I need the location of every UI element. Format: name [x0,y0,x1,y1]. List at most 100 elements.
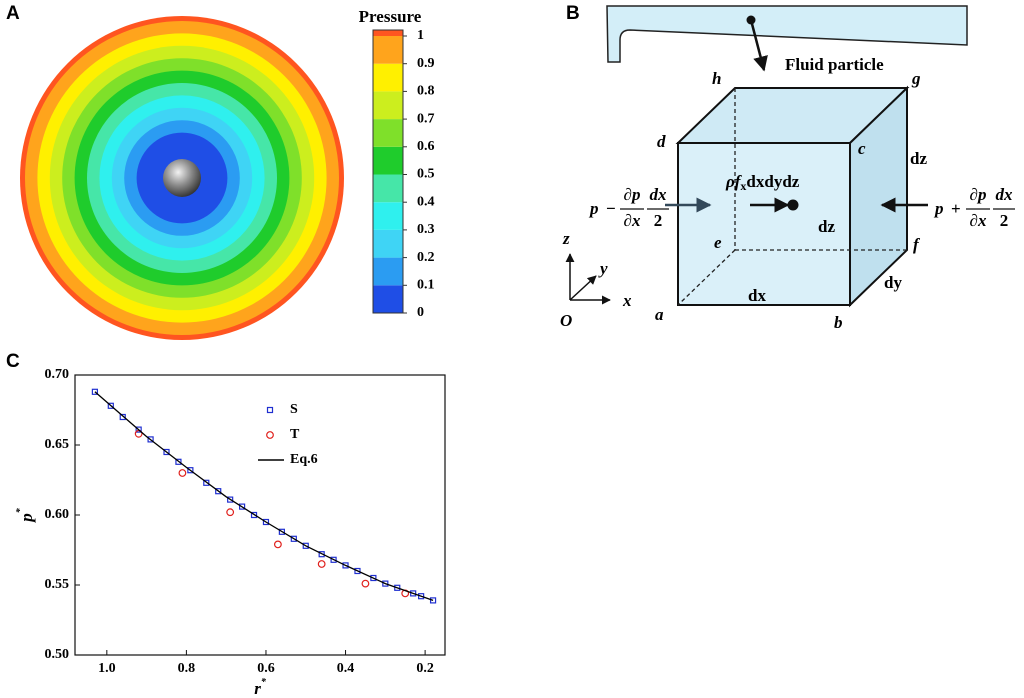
point [163,448,170,456]
vertex-label: f [913,235,921,254]
point [175,458,182,465]
colorbar-label: 0.9 [417,56,435,71]
point [215,488,222,495]
y-axis-label-sup: * [15,507,26,513]
y-tick-label: 0.50 [45,647,70,662]
colorbar-cell [373,202,403,230]
vertex-label: e [714,233,722,252]
colorbar-label: 0.4 [417,194,435,209]
colorbar-label: 0.7 [417,111,435,126]
legend-label: Eq.6 [290,452,318,467]
point [317,560,326,568]
colorbar-title: Pressure [359,7,422,26]
x-tick-label: 0.8 [178,661,196,676]
colorbar-frame [372,29,404,314]
cube-front [677,142,851,306]
channel [606,5,968,63]
plot-frame [74,374,446,656]
eq-term: p [933,199,944,218]
point [119,413,126,421]
point [226,508,235,517]
center-sphere [163,159,201,197]
x-tick-label: 1.0 [98,661,116,676]
colorbar-cell [373,91,403,120]
point [370,574,377,582]
point [250,511,258,519]
eq-den: 2 [654,211,663,230]
eq-den: 2 [1000,211,1009,230]
diagram-title: Fluid particle [785,55,884,74]
y-tick-label: 0.65 [45,437,70,452]
colorbar-cell [373,36,403,64]
vertex-label: b [834,313,843,332]
x-tick-label: 0.2 [416,661,434,676]
point [262,518,270,526]
colorbar-label: 0.5 [417,167,435,182]
colorbar-label: 0.3 [417,222,435,237]
point [187,467,194,474]
colorbar-label: 0.6 [417,139,435,154]
point [238,503,246,510]
point [227,496,234,503]
eq-num: ∂p [624,185,641,204]
axis-name: y [598,259,608,278]
point [330,556,337,563]
legend-swatch [266,406,274,414]
eq-term: p [588,199,599,218]
x-axis-label-sup: * [261,677,267,688]
axis-name: O [560,311,572,330]
point [147,436,154,443]
legend-swatch [266,431,274,439]
x-axis-label: r* [254,677,267,698]
panel-label: A [6,3,20,24]
edge-label: dz [910,149,927,168]
panel-c: C0.500.550.600.650.701.0 0.8 0.6 0.4 0.2r*p*… [6,351,446,698]
point [354,567,361,575]
panel-b: B Fluid particle h g d c e f a b dz dz d… [560,3,1015,332]
colorbar-cell [373,119,403,147]
hidden-edges [677,88,907,306]
body-force-sub: x [740,179,746,193]
point [410,590,417,597]
x-tick-label: 0.4 [337,661,355,676]
colorbar-cell [373,257,403,286]
point [382,580,389,587]
point [91,388,98,395]
eq-num: dx [996,185,1014,204]
point [342,562,349,569]
colorbar-label: 1 [417,28,424,43]
panel-a: A 0 0.1 0.2 0.3 0.4 0.5 0.6 0.7 0.8 0.9 1 Pressure [6,3,435,340]
point [429,597,437,604]
colorbar-label: 0 [417,305,424,320]
axis-name: z [562,229,570,248]
eq-op: − [606,199,616,218]
x-axis-label-base: r [254,679,261,698]
point [302,542,309,549]
eq-num: ∂p [970,185,987,204]
point [394,584,401,591]
vertex-label: c [858,139,866,158]
panel-label: C [6,351,20,372]
y-axis-label-base: p [17,513,36,524]
colorbar-cap [373,30,403,36]
pointer-arrow [749,19,768,72]
colorbar-cell [373,146,403,175]
vertex-label: g [911,69,921,88]
point [107,402,114,409]
eq-num: dx [650,185,668,204]
vertex-label: a [655,305,664,324]
colorbar-cell [373,229,403,258]
body-force-main: ρf [725,172,743,191]
coordinate-axes [565,253,611,305]
x-tick-label: 0.6 [257,661,275,676]
colorbar-label: 0.2 [417,250,435,265]
edge-label: dy [884,273,902,292]
y-tick-label: 0.55 [45,577,70,592]
colorbar-label: 0.8 [417,84,435,99]
fit-line [94,391,434,602]
point [361,579,370,588]
point [290,535,297,542]
colorbar-cell [373,285,403,313]
point [418,593,425,600]
